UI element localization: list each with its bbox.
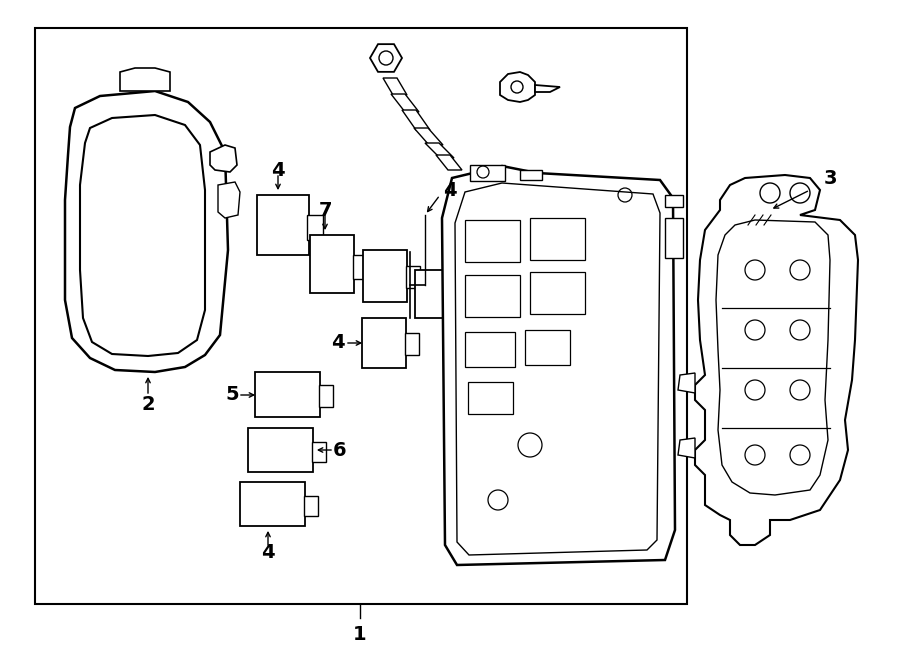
Polygon shape xyxy=(535,85,560,92)
Bar xyxy=(248,428,313,472)
Polygon shape xyxy=(414,128,443,145)
Polygon shape xyxy=(455,183,660,555)
Bar xyxy=(470,165,505,181)
Bar xyxy=(465,275,520,317)
Polygon shape xyxy=(218,182,240,218)
Text: 4: 4 xyxy=(331,334,345,352)
Bar xyxy=(406,266,420,288)
Polygon shape xyxy=(210,145,237,172)
Polygon shape xyxy=(80,115,205,356)
Bar xyxy=(530,272,585,314)
Bar xyxy=(312,442,326,462)
Text: 4: 4 xyxy=(271,161,284,180)
Bar xyxy=(255,372,320,417)
Polygon shape xyxy=(120,68,170,91)
Polygon shape xyxy=(383,78,407,95)
Text: 4: 4 xyxy=(443,180,457,200)
Bar xyxy=(665,218,683,258)
Text: 6: 6 xyxy=(333,440,346,459)
Bar xyxy=(310,235,354,293)
Bar xyxy=(307,215,323,240)
Text: 4: 4 xyxy=(261,543,274,561)
Polygon shape xyxy=(695,175,858,545)
Polygon shape xyxy=(402,110,430,130)
Bar xyxy=(530,218,585,260)
Bar xyxy=(525,330,570,365)
Polygon shape xyxy=(425,143,454,158)
Bar xyxy=(520,170,542,180)
Polygon shape xyxy=(678,438,695,458)
Text: 2: 2 xyxy=(141,395,155,414)
Polygon shape xyxy=(500,72,535,102)
Bar xyxy=(465,332,515,367)
Bar xyxy=(362,318,406,368)
Bar xyxy=(415,270,453,318)
Polygon shape xyxy=(678,373,695,393)
Bar xyxy=(363,250,407,302)
Polygon shape xyxy=(716,220,830,495)
Bar xyxy=(257,195,309,255)
Polygon shape xyxy=(442,166,675,565)
Text: 7: 7 xyxy=(319,200,332,219)
Bar xyxy=(304,496,318,516)
Text: 5: 5 xyxy=(225,385,238,405)
Text: 3: 3 xyxy=(824,169,837,188)
Bar xyxy=(35,28,687,604)
Bar xyxy=(468,382,513,414)
Bar xyxy=(465,220,520,262)
Bar xyxy=(240,482,305,526)
Polygon shape xyxy=(391,94,419,112)
Text: 1: 1 xyxy=(353,625,367,644)
Polygon shape xyxy=(65,91,228,372)
Polygon shape xyxy=(436,155,462,170)
Bar xyxy=(452,282,465,302)
Bar xyxy=(665,195,683,207)
Bar xyxy=(405,333,419,355)
Bar xyxy=(319,385,333,407)
Bar xyxy=(353,255,368,279)
